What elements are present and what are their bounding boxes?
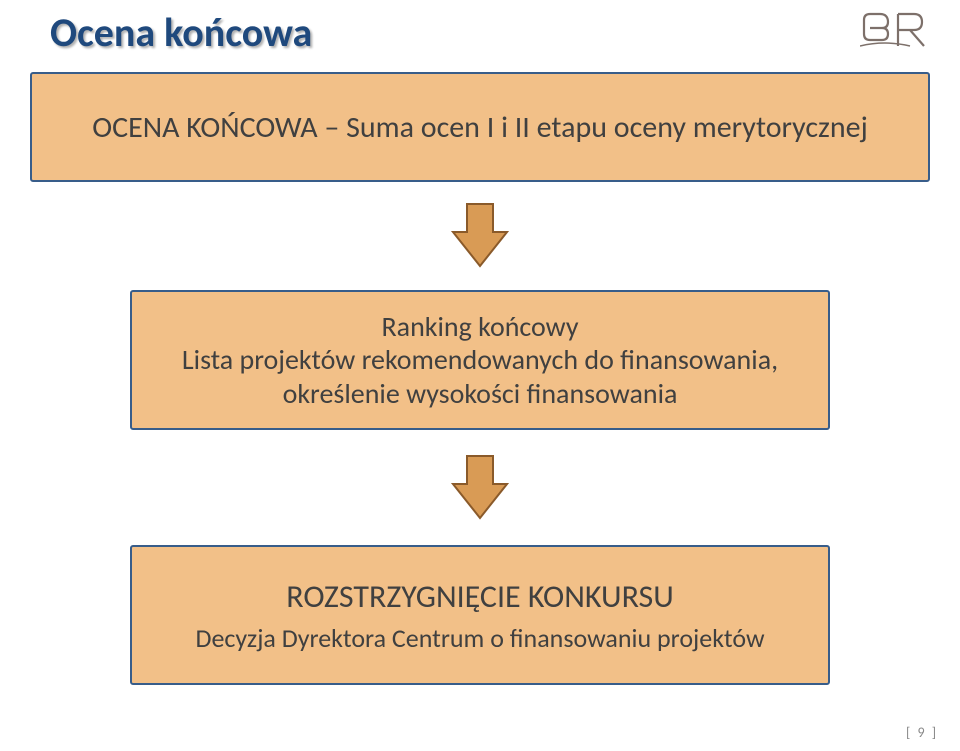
box3-line1: ROZSTRZYGNIĘCIE KONKURSU bbox=[286, 577, 674, 616]
box-ranking: Ranking końcowy Lista projektów rekomend… bbox=[130, 290, 830, 430]
page-number: [ 9 ] bbox=[906, 724, 938, 741]
box3-line2: Decyzja Dyrektora Centrum o finansowaniu… bbox=[195, 622, 764, 654]
box2-line2: Lista projektów rekomendowanych do finan… bbox=[152, 343, 808, 410]
box-rozstrzygniecie: ROZSTRZYGNIĘCIE KONKURSU Decyzja Dyrekto… bbox=[130, 545, 830, 685]
arrow-1 bbox=[445, 200, 515, 275]
box-ocena-koncowa: OCENA KOŃCOWA – Suma ocen I i II etapu o… bbox=[30, 72, 930, 182]
arrow-2 bbox=[445, 452, 515, 527]
logo bbox=[860, 6, 940, 48]
page-title: Ocena końcowa bbox=[50, 8, 312, 57]
box2-line1: Ranking końcowy bbox=[381, 310, 578, 344]
box1-text: OCENA KOŃCOWA – Suma ocen I i II etapu o… bbox=[92, 109, 868, 146]
